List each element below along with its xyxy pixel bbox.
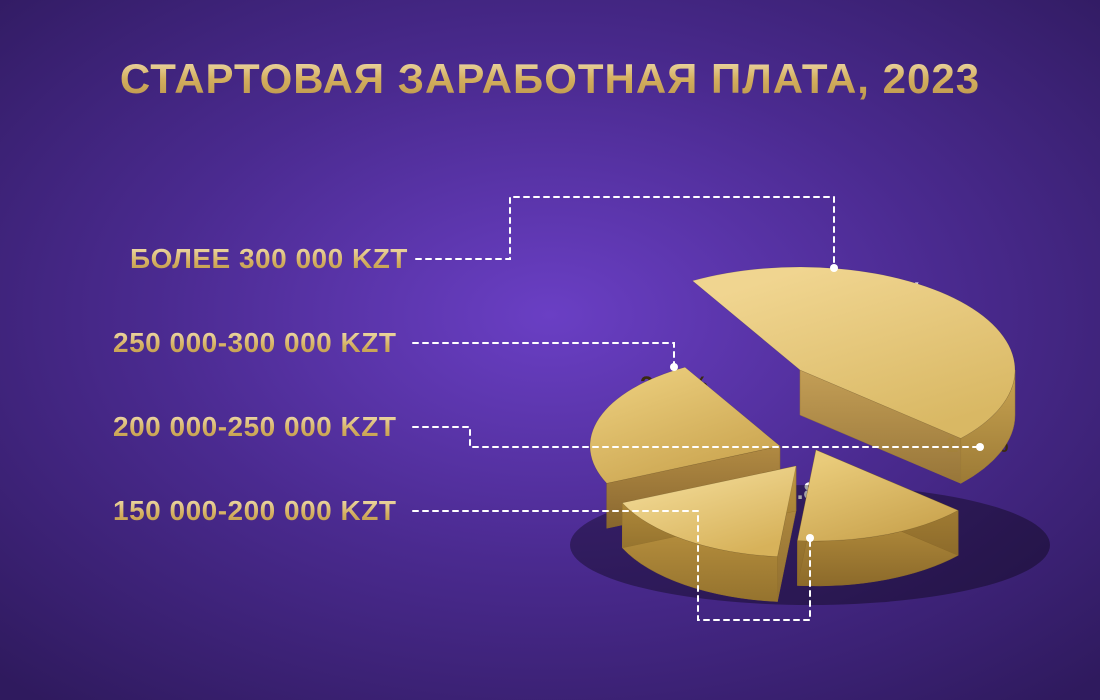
legend-label-200-250: 200 000-250 000 KZT: [113, 411, 396, 443]
slice-value-200-250: 15.0%: [946, 432, 1008, 458]
slice-value-150-200: 16.8%: [770, 478, 838, 506]
chart-title: СТАРТОВАЯ ЗАРАБОТНАЯ ПЛАТА, 2023: [0, 55, 1100, 103]
slice-value-250-300: 23.4%: [640, 372, 708, 400]
legend-label-gt300: БОЛЕЕ 300 000 KZT: [130, 243, 408, 275]
slice-value-gt300: 44.9%: [828, 276, 924, 315]
legend-label-250-300: 250 000-300 000 KZT: [113, 327, 396, 359]
legend-label-150-200: 150 000-200 000 KZT: [113, 495, 396, 527]
